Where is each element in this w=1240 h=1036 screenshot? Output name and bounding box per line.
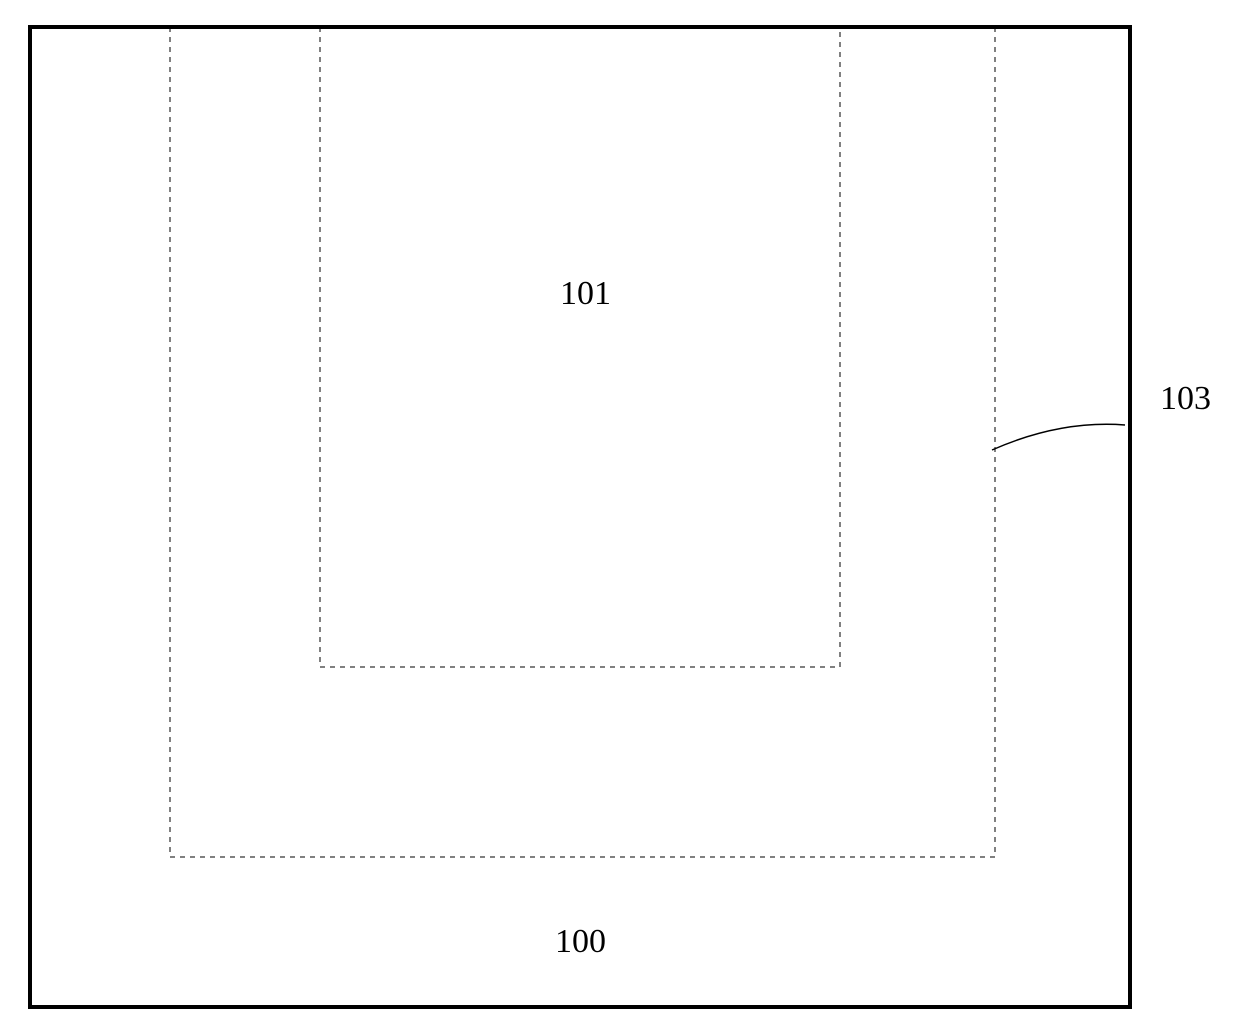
label-101: 101 xyxy=(560,275,611,313)
label-103: 103 xyxy=(1160,380,1211,418)
callout-line xyxy=(992,424,1125,450)
inner-dashed-shape xyxy=(320,27,840,667)
diagram-svg xyxy=(0,0,1240,1036)
label-100: 100 xyxy=(555,923,606,961)
outer-dashed-shape xyxy=(170,27,995,857)
outer-rect xyxy=(30,27,1130,1007)
diagram-container: 101 100 103 xyxy=(0,0,1240,1036)
